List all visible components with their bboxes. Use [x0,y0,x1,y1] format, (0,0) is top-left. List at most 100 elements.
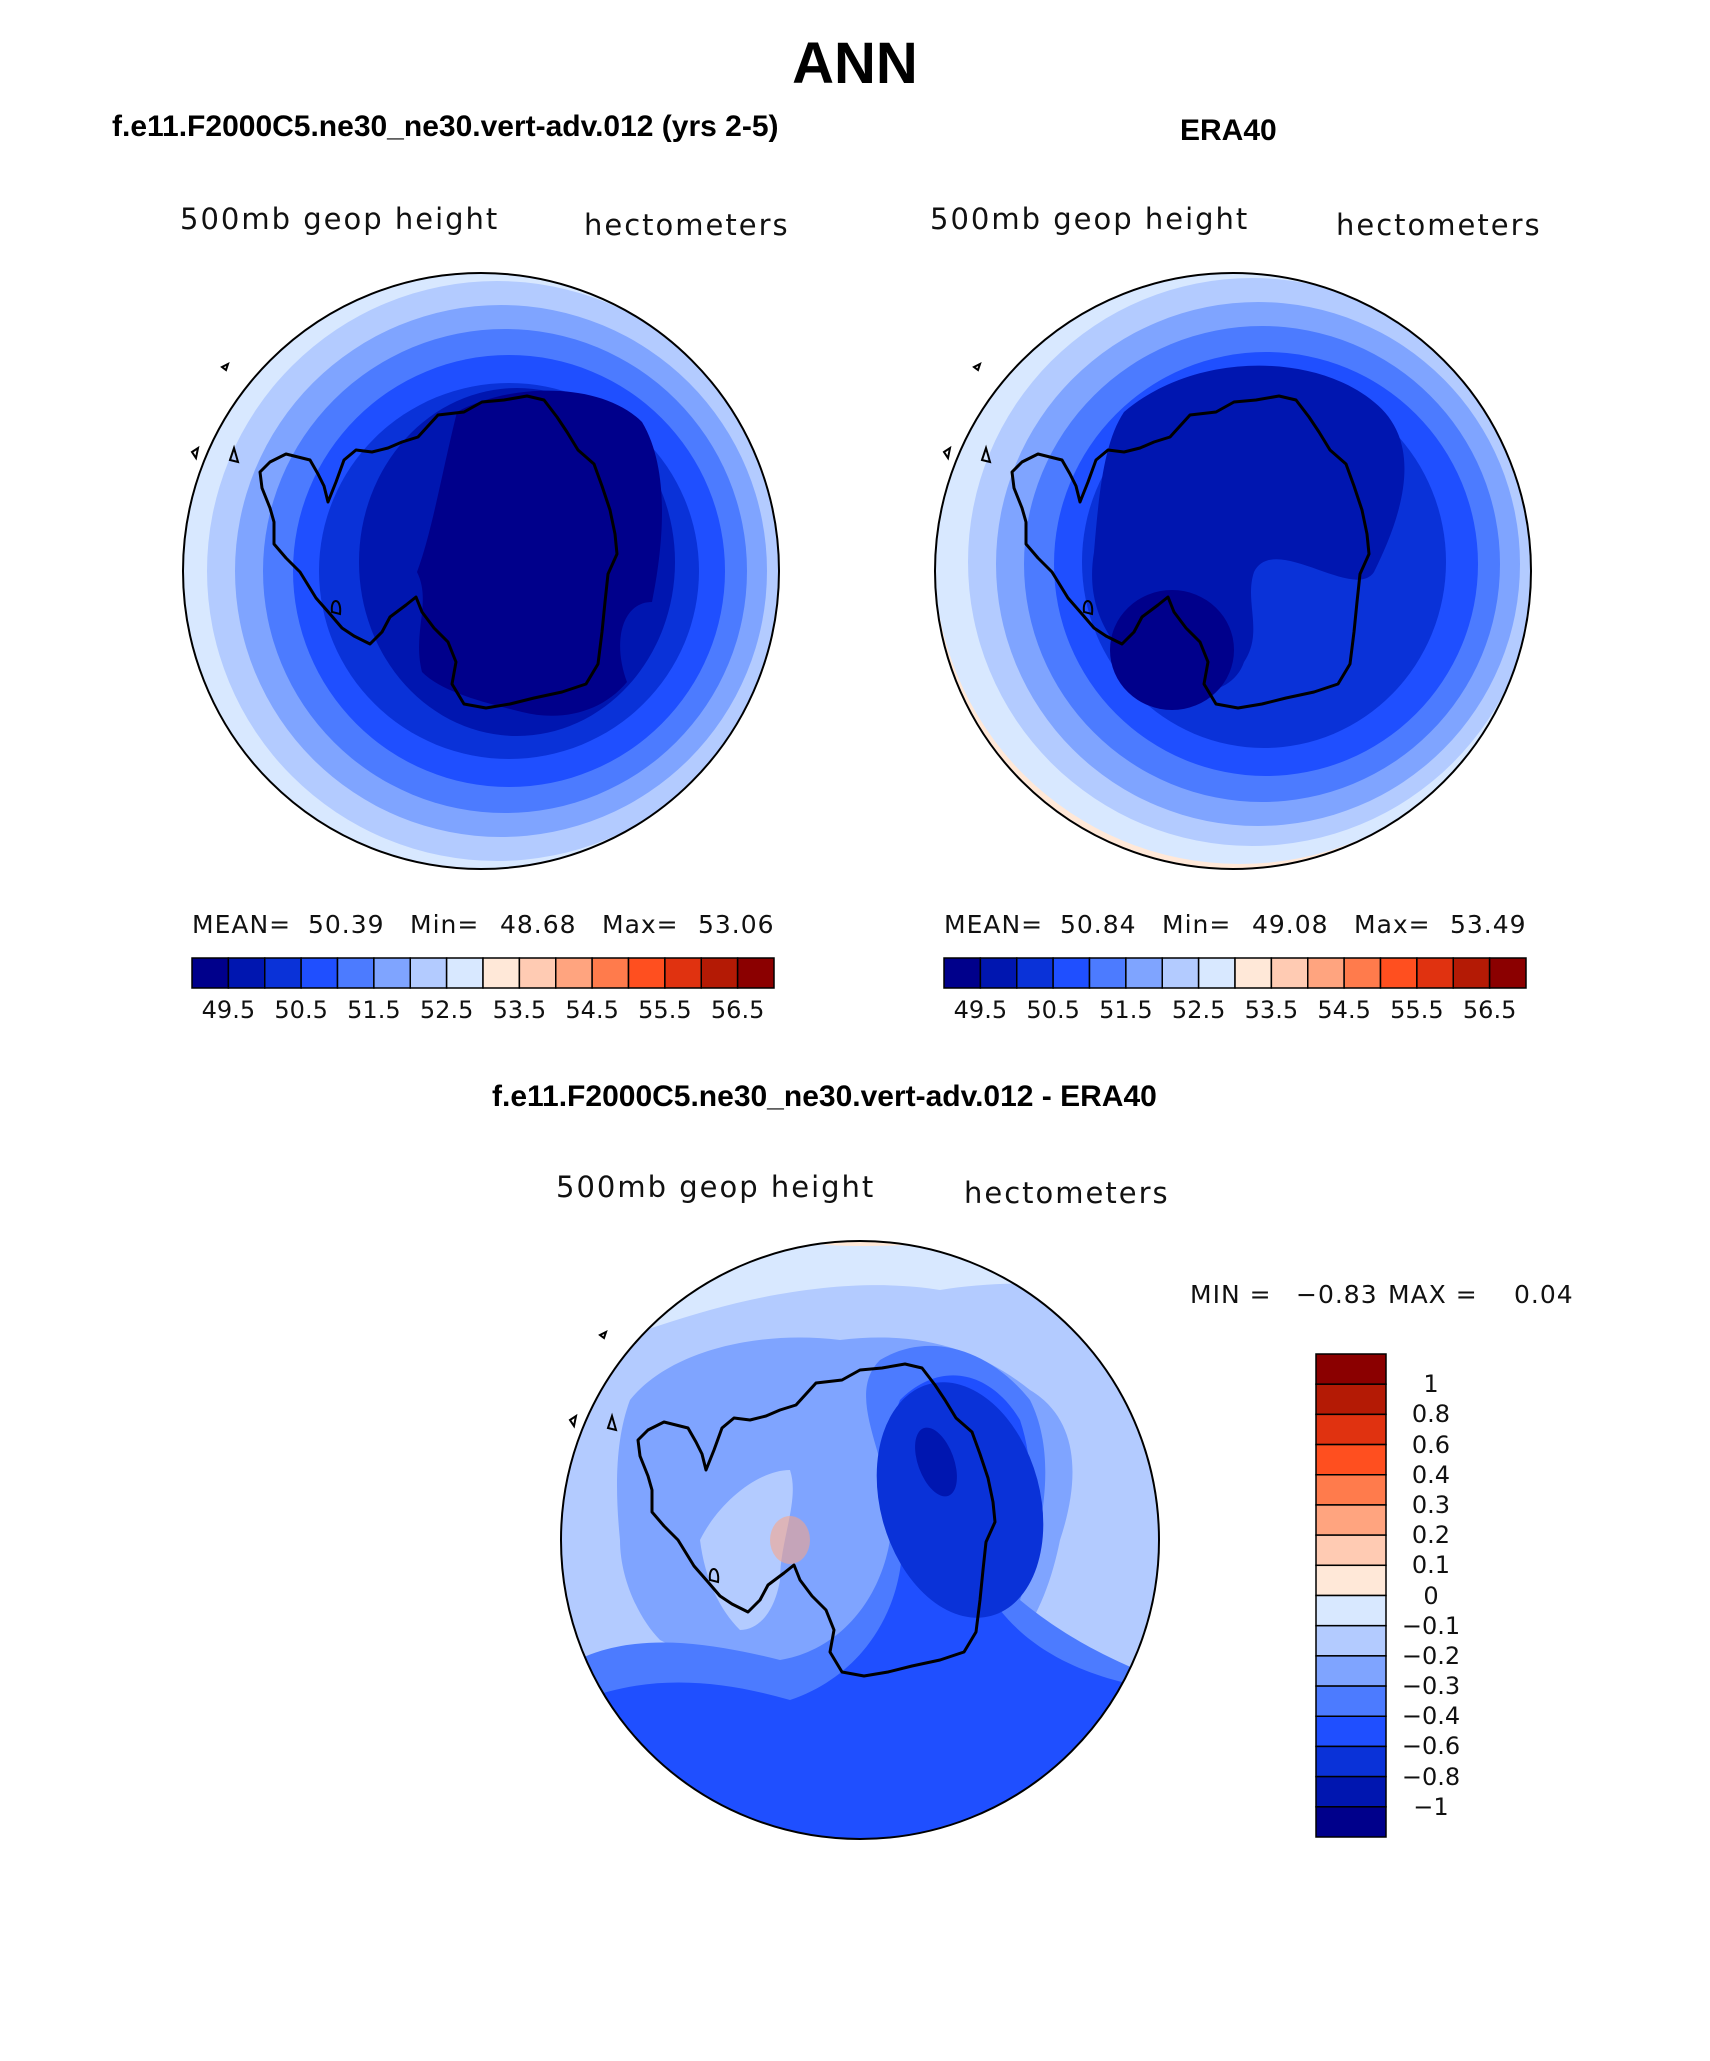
model-max-label: Max= [602,910,679,939]
obs-colorbar [943,957,1527,989]
obs-colorbar-swatch [1452,957,1491,989]
obs-colorbar-swatch [1270,957,1309,989]
obs-colorbar-swatch [1161,957,1200,989]
difference-colorbar-swatch [1315,1655,1387,1687]
model-colorbar [191,957,775,989]
model-colorbar-swatch [373,957,411,989]
difference-units-label: hectometers [964,1176,1170,1210]
obs-max-label: Max= [1354,910,1431,939]
difference-colorbar-tick-label: −0.1 [1401,1611,1461,1640]
obs-variable-label: 500mb geop height [930,202,1250,236]
model-variable-label: 500mb geop height [180,202,500,236]
model-colorbar-swatch [518,957,557,989]
obs-colorbar-swatch [1307,957,1345,989]
difference-colorbar-swatch [1315,1806,1387,1838]
model-colorbar-tick-label: 56.5 [710,996,765,1024]
difference-colorbar-tick-label: −1 [1413,1792,1449,1821]
model-colorbar-swatch [264,957,302,989]
model-colorbar-swatch [664,957,702,989]
difference-variable-label: 500mb geop height [556,1170,876,1204]
obs-colorbar-swatch [1379,957,1418,989]
model-polar-map [182,272,780,870]
difference-colorbar-swatch [1315,1564,1387,1597]
obs-antarctica-coastline [1010,394,1371,710]
difference-antarctica-coastline [636,1362,997,1678]
difference-colorbar-tick-label: 0.4 [1411,1460,1451,1489]
model-colorbar-swatch [336,957,375,989]
obs-colorbar-swatch [979,957,1018,989]
model-mean-value: 50.39 [308,910,385,939]
model-mean-label: MEAN= [192,910,292,939]
model-colorbar-tick-label: 52.5 [419,996,474,1024]
model-max-value: 53.06 [698,910,775,939]
model-colorbar-swatch [555,957,593,989]
obs-colorbar-tick-label: 53.5 [1244,996,1299,1024]
obs-max-value: 53.49 [1450,910,1527,939]
obs-colorbar-tick-label: 52.5 [1171,996,1226,1024]
difference-colorbar-tick-label: 0 [1423,1581,1439,1610]
model-colorbar-swatch [591,957,630,989]
difference-colorbar-swatch [1315,1624,1387,1657]
model-colorbar-swatch [736,957,775,989]
model-colorbar-swatch [627,957,666,989]
difference-colorbar-tick-label: 0.1 [1411,1551,1451,1580]
difference-panel-title: f.e11.F2000C5.ne30_ne30.vert-adv.012 - E… [492,1080,1157,1113]
obs-colorbar-swatch [1052,957,1091,989]
obs-colorbar-swatch [1125,957,1163,989]
model-colorbar-tick-label: 54.5 [565,996,619,1024]
difference-polar-map [560,1240,1160,1840]
difference-colorbar-swatch [1315,1745,1387,1778]
difference-colorbar-tick-label: 0.8 [1411,1400,1451,1429]
obs-colorbar-swatch [1016,957,1054,989]
difference-colorbar-tick-label: −0.8 [1401,1762,1461,1791]
difference-colorbar-swatch [1315,1504,1387,1536]
obs-mean-value: 50.84 [1060,910,1137,939]
obs-colorbar-tick-label: 56.5 [1462,996,1517,1024]
difference-colorbar-swatch [1315,1775,1387,1808]
model-colorbar-swatch [227,957,266,989]
model-colorbar-tick-label: 55.5 [638,996,692,1024]
difference-colorbar-tick-label: 0.6 [1411,1430,1451,1459]
difference-min-value: −0.83 [1296,1280,1378,1309]
model-colorbar-swatch [445,957,484,989]
difference-colorbar-swatch [1315,1353,1387,1385]
obs-colorbar-tick-label: 51.5 [1099,996,1153,1024]
obs-colorbar-tick-label: 50.5 [1026,996,1080,1024]
difference-colorbar-tick-label: 0.2 [1411,1521,1451,1550]
obs-polar-map [934,272,1532,870]
model-colorbar-tick-label: 51.5 [347,996,401,1024]
obs-colorbar-swatch [943,957,982,989]
model-colorbar-swatch [191,957,230,989]
model-colorbar-swatch [482,957,521,989]
difference-colorbar [1315,1353,1387,1838]
difference-max-value: 0.04 [1514,1280,1574,1309]
obs-colorbar-tick-label: 54.5 [1317,996,1371,1024]
obs-panel-title: ERA40 [1180,114,1277,147]
difference-colorbar-tick-label: 1 [1423,1370,1439,1399]
difference-colorbar-swatch [1315,1594,1387,1627]
difference-colorbar-tick-label: −0.6 [1401,1732,1461,1761]
obs-colorbar-swatch [1197,957,1236,989]
model-colorbar-swatch [409,957,448,989]
difference-colorbar-swatch [1315,1413,1387,1446]
obs-colorbar-swatch [1088,957,1127,989]
difference-colorbar-tick-label: −0.2 [1401,1641,1461,1670]
difference-colorbar-swatch [1315,1474,1387,1506]
model-colorbar-swatch [700,957,739,989]
model-colorbar-swatch [300,957,339,989]
difference-min-label: MIN = [1190,1280,1272,1309]
obs-colorbar-swatch [1343,957,1382,989]
difference-colorbar-tick-label: −0.4 [1401,1702,1461,1731]
obs-colorbar-swatch [1234,957,1273,989]
obs-colorbar-tick-label: 49.5 [953,996,1008,1024]
difference-colorbar-tick-label: −0.3 [1401,1672,1461,1701]
model-colorbar-tick-label: 53.5 [492,996,547,1024]
obs-colorbar-tick-label: 55.5 [1390,996,1444,1024]
model-min-value: 48.68 [500,910,577,939]
obs-mean-label: MEAN= [944,910,1044,939]
model-panel-title: f.e11.F2000C5.ne30_ne30.vert-adv.012 (yr… [112,110,779,143]
model-antarctica-coastline [258,394,619,710]
obs-min-label: Min= [1162,910,1232,939]
obs-min-value: 49.08 [1252,910,1329,939]
model-colorbar-tick-label: 49.5 [201,996,256,1024]
